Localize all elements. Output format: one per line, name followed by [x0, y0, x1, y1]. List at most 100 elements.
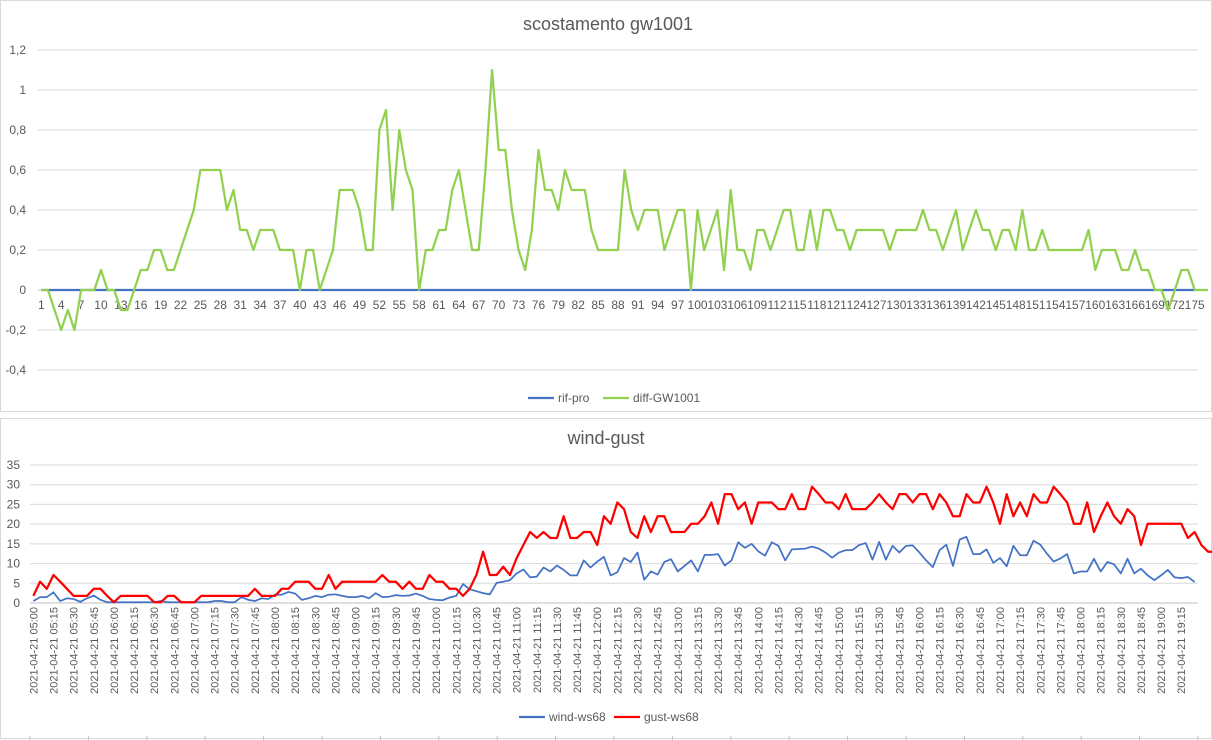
- chart2-x-tick: 2021-04-21 08:00: [270, 607, 282, 694]
- chart2-legend: wind-ws68 gust-ws68: [519, 710, 699, 724]
- legend-label-rif-pro: rif-pro: [558, 391, 590, 405]
- chart1-x-tick: 142: [966, 298, 986, 312]
- chart2-x-tick: 2021-04-21 08:45: [330, 607, 342, 694]
- chart1-y-tick: 0,8: [9, 123, 26, 137]
- chart2-x-tick: 2021-04-21 06:30: [149, 607, 161, 694]
- chart2-x-tick: 2021-04-21 05:30: [69, 607, 81, 694]
- chart1-x-tick: 175: [1185, 298, 1205, 312]
- chart2-x-tick: 2021-04-21 05:15: [48, 607, 60, 694]
- chart1-x-tick-labels: 1 4 7 10 13 16 19 22 25 28 31 34 37 40 43 46 49 52 55 58 61 6…: [38, 298, 1205, 312]
- legend-label-gust-ws68: gust-ws68: [644, 710, 699, 724]
- chart2-x-tick: 2021-04-21 16:30: [955, 607, 967, 694]
- chart1-x-tick: 58: [412, 298, 426, 312]
- chart2-x-tick: 2021-04-21 05:00: [28, 607, 40, 694]
- chart2-x-tick: 2021-04-21 09:00: [351, 607, 363, 694]
- chart2-x-tick: 2021-04-21 18:30: [1116, 607, 1128, 694]
- chart2-x-tick: 2021-04-21 16:15: [935, 607, 947, 694]
- chart2-x-tick: 2021-04-21 17:45: [1055, 607, 1067, 694]
- chart1-y-tick: -0,4: [5, 363, 26, 377]
- series-line-diff-gw1001: [41, 68, 1208, 332]
- chart2-x-tick: 2021-04-21 05:45: [89, 607, 101, 694]
- chart2-x-tick: 2021-04-21 13:45: [733, 607, 745, 694]
- chart1-x-tick: 49: [353, 298, 367, 312]
- chart2-x-tick: 2021-04-21 12:30: [632, 607, 644, 694]
- chart2-x-tick: 2021-04-21 15:30: [874, 607, 886, 694]
- chart1-x-tick: 43: [313, 298, 327, 312]
- chart2-title: wind-gust: [566, 428, 644, 448]
- chart1-x-tick: 106: [727, 298, 747, 312]
- chart1-x-tick: 166: [1125, 298, 1145, 312]
- chart2-x-tick: 2021-04-21 11:15: [532, 607, 544, 693]
- chart2-x-tick: 2021-04-21 09:45: [411, 607, 423, 694]
- chart2-x-tick: 2021-04-21 09:15: [371, 607, 383, 694]
- chart1-x-tick: 148: [1006, 298, 1026, 312]
- chart2-x-tick: 2021-04-21 10:30: [471, 607, 483, 694]
- chart2-x-tick: 2021-04-21 07:45: [250, 607, 262, 694]
- chart1-x-tick: 67: [472, 298, 486, 312]
- chart1-y-tick: 0,4: [9, 203, 26, 217]
- chart2-y-tick: 25: [7, 497, 21, 511]
- chart2-x-tick: 2021-04-21 15:15: [854, 607, 866, 694]
- chart1-x-tick: 76: [532, 298, 546, 312]
- chart2-x-tick: 2021-04-21 07:00: [189, 607, 201, 694]
- series-line-wind-ws68: [32, 535, 1196, 604]
- chart1-x-tick: 136: [926, 298, 946, 312]
- chart2-x-tick: 2021-04-21 15:00: [834, 607, 846, 694]
- chart2-x-tick: 2021-04-21 17:00: [995, 607, 1007, 694]
- chart2-x-tick: 2021-04-21 14:45: [814, 607, 826, 694]
- chart2-x-tick: 2021-04-21 14:15: [773, 607, 785, 694]
- chart1-x-tick: 145: [986, 298, 1006, 312]
- chart1-x-tick: 124: [847, 298, 867, 312]
- chart1-x-tick: 115: [787, 298, 806, 312]
- chart1-x-tick: 112: [768, 298, 787, 312]
- chart2-y-tick: 10: [7, 557, 21, 571]
- chart1-x-tick: 121: [827, 298, 847, 312]
- chart1-y-tick: 0,6: [9, 163, 26, 177]
- chart2-x-tick: 2021-04-21 19:15: [1176, 607, 1188, 694]
- chart2-x-tick: 2021-04-21 08:15: [290, 607, 302, 694]
- chart-area-2: [0, 418, 1212, 739]
- chart2-x-tick: 2021-04-21 18:15: [1096, 607, 1108, 694]
- chart2-x-tick: 2021-04-21 09:30: [391, 607, 403, 694]
- chart1-x-tick: 25: [194, 298, 208, 312]
- chart1-x-tick: 109: [747, 298, 767, 312]
- chart2-x-tick: 2021-04-21 17:15: [1015, 607, 1027, 694]
- chart1-x-tick: 19: [154, 298, 168, 312]
- chart1-x-tick: 79: [552, 298, 566, 312]
- chart1-x-tick: 94: [651, 298, 665, 312]
- chart2-y-tick: 5: [13, 576, 20, 590]
- chart2-x-tick: 2021-04-21 10:15: [451, 607, 463, 694]
- chart1-legend: rif-pro diff-GW1001: [528, 391, 700, 405]
- chart2-x-tick: 2021-04-21 07:15: [210, 607, 222, 694]
- chart1-x-tick: 64: [452, 298, 466, 312]
- chart2-x-tick: 2021-04-21 11:45: [572, 607, 584, 693]
- chart1-x-tick: 151: [1026, 298, 1046, 312]
- chart2-x-tick: 2021-04-21 06:45: [169, 607, 181, 694]
- chart2-x-tick: 2021-04-21 06:15: [129, 607, 141, 694]
- chart2-x-tick: 2021-04-21 07:30: [230, 607, 242, 694]
- chart2-x-tick: 2021-04-21 08:30: [310, 607, 322, 694]
- chart1-x-tick: 73: [512, 298, 526, 312]
- chart1-x-tick: 154: [1045, 298, 1065, 312]
- chart2-x-tick: 2021-04-21 13:15: [693, 607, 705, 694]
- chart2-x-tick: 2021-04-21 12:00: [592, 607, 604, 694]
- chart1-x-tick: 16: [134, 298, 148, 312]
- chart1-y-tick: 1,2: [9, 43, 26, 57]
- chart1-y-tick: 0,2: [9, 243, 26, 257]
- chart-wind-gust: wind-gust 0 5 10 15 20 25 30 35 2021-04-21 05:0…: [0, 418, 1212, 740]
- chart1-x-tick: 139: [946, 298, 966, 312]
- chart2-x-tick: 2021-04-21 10:00: [431, 607, 443, 694]
- chart1-x-tick: 40: [293, 298, 307, 312]
- chart1-x-tick: 1: [38, 298, 45, 312]
- chart1-title: scostamento gw1001: [523, 14, 693, 34]
- chart1-y-tick: 0: [19, 283, 26, 297]
- chart2-x-tick: 2021-04-21 11:00: [512, 607, 524, 693]
- chart1-x-tick: 22: [174, 298, 188, 312]
- chart2-x-tick: 2021-04-21 13:30: [713, 607, 725, 694]
- chart2-x-tick: 2021-04-21 06:00: [109, 607, 121, 694]
- chart2-series: [32, 485, 1212, 604]
- chart1-x-tick: 169: [1145, 298, 1165, 312]
- chart1-x-tick: 31: [233, 298, 247, 312]
- chart2-x-tick: 2021-04-21 18:00: [1076, 607, 1088, 694]
- chart1-x-tick: 100: [688, 298, 708, 312]
